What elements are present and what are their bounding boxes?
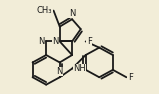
Text: N: N [52,37,59,46]
Text: N: N [69,9,75,18]
Text: N: N [57,67,63,76]
Text: F: F [87,37,92,46]
Text: F: F [128,73,133,82]
Text: N: N [38,37,45,46]
Text: NH: NH [73,64,86,73]
Text: CH₃: CH₃ [37,6,52,15]
